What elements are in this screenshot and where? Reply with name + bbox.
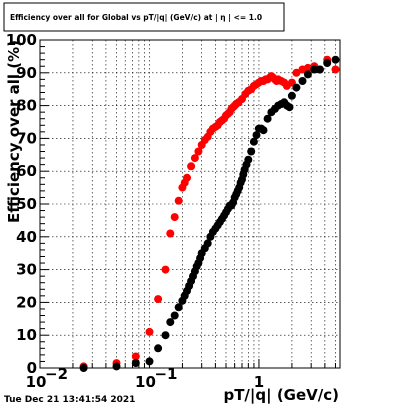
data-point bbox=[154, 295, 163, 304]
y-tick-label: 50 bbox=[16, 195, 37, 213]
grid-lines bbox=[39, 40, 340, 368]
data-point bbox=[263, 114, 272, 123]
data-point bbox=[161, 331, 170, 340]
data-point bbox=[166, 318, 175, 327]
x-axis-title: pT/|q| (GeV/c) bbox=[223, 386, 339, 405]
data-point bbox=[183, 173, 191, 182]
data-point bbox=[154, 344, 163, 353]
data-point bbox=[315, 65, 324, 74]
y-tick-label: 30 bbox=[16, 261, 37, 279]
data-point bbox=[174, 303, 183, 312]
data-point bbox=[252, 131, 261, 140]
y-axis-title: Efficiency over all (%) bbox=[5, 40, 23, 223]
data-point bbox=[145, 357, 154, 366]
data-point bbox=[174, 196, 183, 205]
data-point bbox=[249, 137, 258, 146]
data-point bbox=[303, 63, 312, 72]
data-point bbox=[131, 352, 140, 361]
data-point bbox=[292, 68, 301, 77]
y-tick-label: 100 bbox=[6, 31, 37, 49]
data-point bbox=[190, 154, 199, 163]
x-tick-label: 1 bbox=[254, 373, 264, 391]
data-point bbox=[244, 155, 253, 164]
data-point bbox=[145, 327, 154, 336]
data-point bbox=[203, 239, 212, 248]
data-point bbox=[247, 147, 256, 156]
axis-ticks bbox=[39, 39, 336, 369]
data-point bbox=[310, 65, 319, 74]
y-tick-label: 70 bbox=[16, 129, 37, 147]
x-tick-exponent: −2 bbox=[45, 365, 68, 383]
data-point bbox=[259, 126, 268, 135]
data-points bbox=[79, 55, 340, 372]
data-point bbox=[303, 70, 312, 79]
y-tick-label: 10 bbox=[16, 326, 37, 344]
data-point bbox=[112, 362, 121, 371]
data-point bbox=[170, 213, 179, 222]
y-tick-label: 90 bbox=[16, 64, 37, 82]
data-point bbox=[323, 59, 332, 67]
x-tick-label: 10 bbox=[26, 373, 47, 391]
data-point bbox=[79, 364, 88, 372]
data-point bbox=[287, 91, 296, 100]
data-point bbox=[161, 265, 170, 274]
data-point bbox=[331, 55, 340, 64]
title-box bbox=[3, 2, 285, 32]
data-point bbox=[292, 83, 301, 92]
x-tick-label: 10 bbox=[135, 373, 156, 391]
data-point bbox=[166, 229, 175, 238]
data-point bbox=[194, 147, 203, 156]
data-point bbox=[170, 311, 179, 320]
data-point bbox=[298, 77, 307, 85]
data-point bbox=[331, 65, 340, 74]
y-tick-label: 0 bbox=[27, 359, 37, 377]
data-point bbox=[131, 359, 140, 368]
y-tick-label: 80 bbox=[16, 97, 37, 115]
chart-title: Efficiency over all for Global vs pT/|q|… bbox=[10, 13, 262, 23]
x-tick-exponent: −1 bbox=[154, 365, 177, 383]
y-tick-label: 20 bbox=[16, 293, 37, 311]
y-tick-label: 60 bbox=[16, 162, 37, 180]
data-point bbox=[187, 162, 196, 171]
timestamp: Tue Dec 21 13:41:54 2021 bbox=[4, 395, 136, 405]
data-point bbox=[285, 103, 294, 112]
y-tick-label: 40 bbox=[16, 228, 37, 246]
